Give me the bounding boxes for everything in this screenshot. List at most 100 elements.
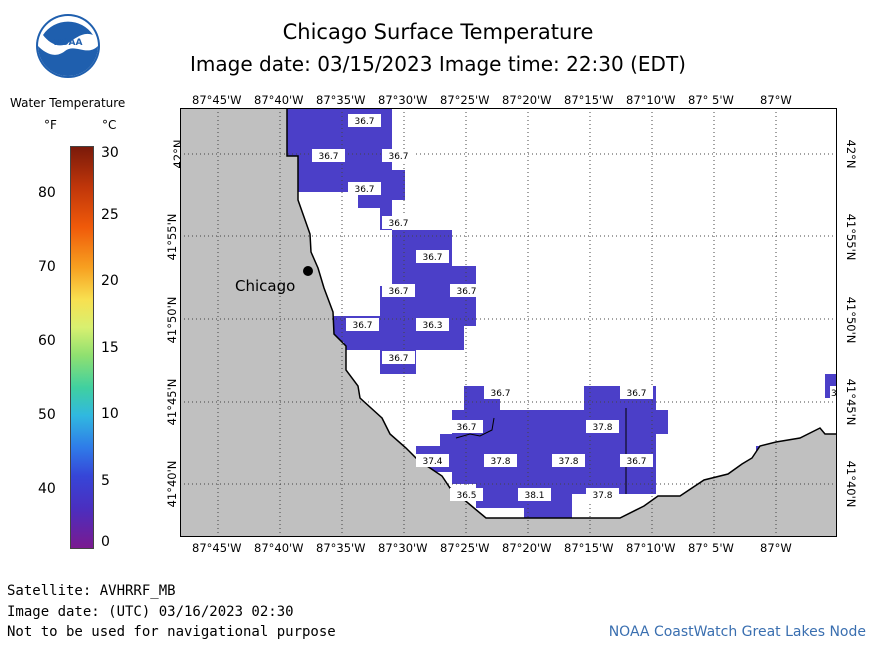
noaa-logo-icon: NOAA (36, 14, 100, 78)
svg-text:36.7: 36.7 (626, 389, 646, 399)
svg-text:37.8: 37.8 (592, 423, 612, 433)
lon-label-top: 87°10'W (626, 93, 676, 107)
cell-label: 3 (830, 386, 837, 399)
utc-image-date: Image date: (UTC) 03/16/2023 02:30 (7, 604, 294, 620)
c-tick: 15 (101, 340, 119, 356)
lon-label-bottom: 87°10'W (626, 541, 676, 555)
svg-text:36.3: 36.3 (422, 321, 442, 331)
lon-label-bottom: 87°W (760, 541, 792, 555)
svg-text:36.7: 36.7 (354, 117, 374, 127)
lat-label-left: 41°40'N (165, 460, 179, 508)
map-frame (180, 108, 837, 537)
c-tick: 0 (101, 534, 110, 550)
temperature-color-bar (70, 146, 94, 549)
lat-label-right: 41°40'N (844, 460, 858, 508)
svg-text:36.7: 36.7 (490, 389, 510, 399)
c-tick: 10 (101, 406, 119, 422)
svg-text:37.8: 37.8 (592, 491, 612, 501)
image-datetime: Image date: 03/15/2023 Image time: 22:30… (190, 52, 686, 76)
river-line (455, 408, 627, 494)
f-tick: 50 (38, 407, 56, 423)
cell-label: 36.7 (382, 351, 415, 364)
map-grid (180, 108, 837, 537)
svg-text:37.8: 37.8 (558, 457, 578, 467)
lat-label-left: 41°45'N (165, 378, 179, 426)
lon-label-top: 87°40'W (254, 93, 304, 107)
city-marker (303, 266, 313, 276)
svg-text:36.7: 36.7 (626, 457, 646, 467)
cell-label: 37.4 (416, 454, 449, 467)
lon-label-bottom: 87°25'W (440, 541, 490, 555)
svg-text:36.7: 36.7 (422, 253, 442, 263)
cell-label: 36.7 (382, 284, 415, 297)
c-tick: 5 (101, 473, 110, 489)
cell-label: 36.7 (484, 386, 517, 399)
cell-label: 36.3 (416, 318, 449, 331)
cell-label: 36.7 (382, 216, 415, 229)
f-tick: 60 (38, 333, 56, 349)
lat-label-right: 42°N (844, 139, 858, 169)
coastline (286, 108, 837, 519)
page-title: Chicago Surface Temperature (282, 20, 594, 44)
lon-label-top: 87°15'W (564, 93, 614, 107)
f-tick: 40 (38, 481, 56, 497)
lon-label-top: 87°35'W (316, 93, 366, 107)
unit-celsius: °C (102, 118, 117, 132)
cell-label: 36.7 (346, 318, 379, 331)
svg-text:37.4: 37.4 (422, 457, 442, 467)
land-west (180, 108, 837, 537)
f-tick: 80 (38, 185, 56, 201)
svg-text:36.7: 36.7 (456, 287, 476, 297)
cell-labels: 36.7 36.7 36.7 36.7 36.7 36.7 36.7 36.7 … (312, 114, 837, 501)
navigation-disclaimer: Not to be used for navigational purpose (7, 624, 336, 640)
cell-label: 36.7 (450, 284, 483, 297)
logo-text: NOAA (54, 38, 83, 48)
cell-label: 37.8 (552, 454, 585, 467)
cell-label: 36.7 (348, 182, 381, 195)
svg-text:36.7: 36.7 (388, 287, 408, 297)
lon-label-top: 87° 5'W (688, 93, 734, 107)
svg-text:36.7: 36.7 (352, 321, 372, 331)
lat-label-right: 41°50'N (844, 296, 858, 344)
cell-label: 36.7 (620, 454, 653, 467)
lon-label-bottom: 87°30'W (378, 541, 428, 555)
lon-label-bottom: 87°45'W (192, 541, 242, 555)
satellite-info: Satellite: AVHRRF_MB (7, 583, 176, 599)
cell-label: 37.8 (484, 454, 517, 467)
cell-label: 36.7 (620, 386, 653, 399)
credit-link[interactable]: NOAA CoastWatch Great Lakes Node (608, 624, 866, 640)
unit-fahrenheit: °F (44, 118, 57, 132)
svg-text:36.7: 36.7 (388, 354, 408, 364)
c-tick: 20 (101, 273, 119, 289)
c-tick: 25 (101, 207, 119, 223)
lon-label-bottom: 87°40'W (254, 541, 304, 555)
lon-label-top: 87°25'W (440, 93, 490, 107)
cell-label: 37.8 (586, 420, 619, 433)
svg-text:36.7: 36.7 (456, 423, 476, 433)
svg-text:36.7: 36.7 (388, 152, 408, 162)
cell-label: 36.7 (382, 149, 415, 162)
svg-text:38.1: 38.1 (524, 491, 544, 501)
svg-text:3: 3 (831, 389, 837, 399)
svg-text:36.7: 36.7 (354, 185, 374, 195)
legend-title: Water Temperature (10, 96, 126, 110)
lon-label-top: 87°30'W (378, 93, 428, 107)
lon-label-top: 87°W (760, 93, 792, 107)
temperature-map: 36.7 36.7 36.7 36.7 36.7 36.7 36.7 36.7 … (180, 108, 837, 537)
svg-text:36.5: 36.5 (456, 491, 476, 501)
cell-label: 36.7 (348, 114, 381, 127)
cell-label: 36.7 (312, 149, 345, 162)
svg-text:36.7: 36.7 (388, 219, 408, 229)
cell-label: 36.7 (416, 250, 449, 263)
f-tick: 70 (38, 259, 56, 275)
lat-label-right: 41°55'N (844, 213, 858, 261)
lon-label-top: 87°20'W (502, 93, 552, 107)
c-tick: 30 (101, 145, 119, 161)
svg-text:36.7: 36.7 (318, 152, 338, 162)
city-label: Chicago (235, 277, 295, 295)
lon-label-bottom: 87°20'W (502, 541, 552, 555)
lat-label-left: 41°50'N (165, 296, 179, 344)
lat-label-left: 41°55'N (165, 213, 179, 261)
lon-label-bottom: 87° 5'W (688, 541, 734, 555)
cell-label: 38.1 (518, 488, 551, 501)
